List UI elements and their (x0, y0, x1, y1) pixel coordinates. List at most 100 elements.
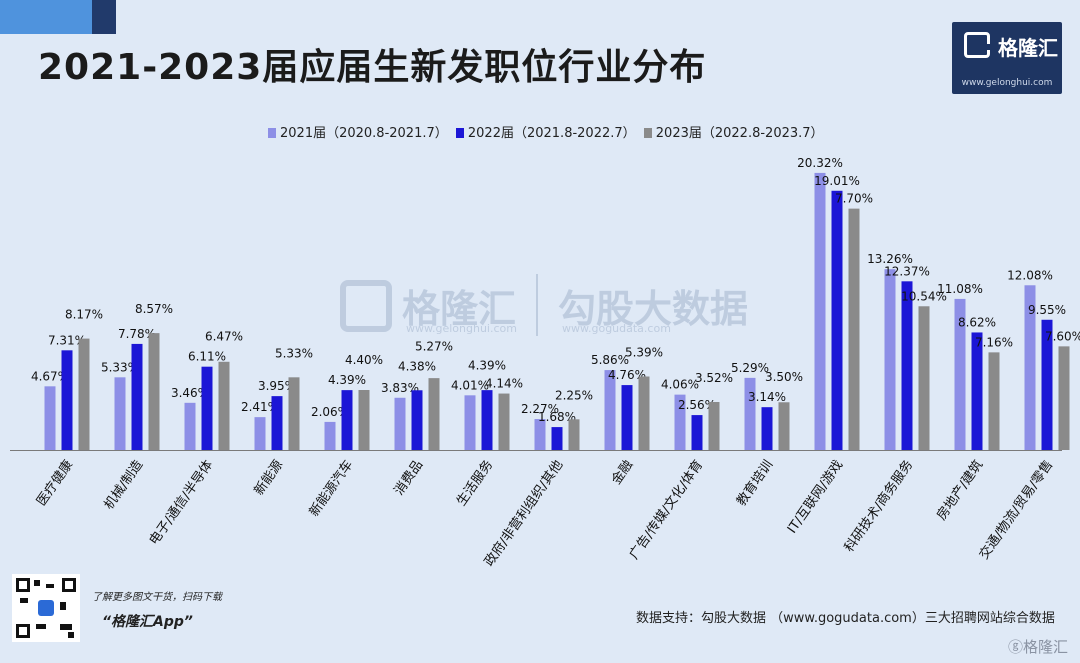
bar-2022-5 (411, 390, 423, 450)
legend-item-2021: 2021届（2020.8-2021.7） (268, 122, 448, 141)
category-label: 新能源 (251, 457, 286, 498)
data-label: 5.86% (591, 353, 629, 367)
data-label: 8.62% (958, 315, 996, 329)
bar-2021-7 (534, 419, 546, 450)
category-label: 金融 (608, 457, 636, 487)
data-label: 3.14% (748, 390, 786, 404)
data-source: 数据支持：勾股大数据 （www.gogudata.com）三大招聘网站综合数据 (636, 611, 1055, 626)
data-label: 5.27% (415, 339, 453, 353)
bar-2022-4 (341, 390, 353, 450)
watermark-url2: www.gogudata.com (562, 322, 671, 335)
data-label: 6.11% (188, 350, 226, 364)
data-label: 6.47% (205, 330, 243, 344)
data-label: 2.27% (521, 402, 559, 416)
watermark-brand2: 勾股大数据 (558, 287, 749, 331)
bar-2022-13 (971, 332, 983, 450)
top-accent-bar (0, 0, 116, 34)
data-label: 7.70% (835, 192, 873, 206)
data-label: 3.95% (258, 379, 296, 393)
data-label: 1.68% (538, 410, 576, 424)
bar-2023-14 (1058, 346, 1070, 450)
bar-2023-1 (148, 333, 160, 450)
bar-2022-2 (201, 366, 213, 450)
g-logo-icon (964, 32, 990, 58)
data-label: 4.01% (451, 378, 489, 392)
data-label: 7.60% (1045, 329, 1080, 343)
category-label: 新能源汽车 (306, 457, 356, 519)
data-label: 12.08% (1007, 268, 1053, 282)
qr-code[interactable] (12, 574, 80, 642)
data-label: 20.32% (797, 156, 843, 170)
bar-2022-9 (691, 415, 703, 450)
category-label: 电子/通信/半导体 (147, 458, 217, 548)
legend-label-2021: 2021届（2020.8-2021.7） (280, 126, 448, 141)
category-label: 生活服务 (453, 457, 496, 509)
bar-2023-9 (708, 402, 720, 450)
bar-2021-11 (814, 172, 826, 450)
logo-name: 格隆汇 (998, 36, 1058, 60)
bar-2022-11 (831, 190, 843, 451)
category-label: 交通/物流/贸易/零售 (976, 457, 1056, 562)
data-label: 11.08% (937, 282, 983, 296)
legend-swatch-2022 (455, 128, 464, 138)
category-label: 广告/传媒/文化/体育 (626, 457, 706, 562)
bar-2023-12 (918, 306, 930, 450)
category-label: 机械/制造 (102, 458, 147, 513)
data-label: 3.83% (381, 381, 419, 395)
watermark-url1: www.gelonghui.com (406, 322, 517, 335)
bar-2021-2 (184, 402, 196, 450)
data-label: 2.41% (241, 400, 279, 414)
legend-label-2023: 2023届（2022.8-2023.7） (655, 126, 824, 141)
data-label: 19.01% (814, 174, 860, 188)
category-label: 科研技术/商务服务 (841, 457, 916, 555)
data-label: 4.39% (328, 373, 366, 387)
promo-app-name: “格隆汇App” (102, 614, 193, 630)
bar-2021-13 (954, 298, 966, 450)
qr-center-logo-icon (38, 600, 54, 616)
data-label: 4.76% (608, 368, 646, 382)
bar-2023-6 (498, 393, 510, 450)
bar-2021-12 (884, 269, 896, 450)
watermark-g-icon (340, 280, 392, 332)
data-label: 7.78% (118, 327, 156, 341)
watermark-divider (536, 274, 538, 336)
data-label: 2.56% (678, 398, 716, 412)
category-label: 政府/非营利组织/其他 (482, 458, 566, 570)
bar-2022-7 (551, 427, 563, 450)
data-label: 8.57% (135, 302, 173, 316)
watermark-brand1: 格隆汇 (402, 287, 517, 331)
bar-2022-14 (1041, 319, 1053, 450)
data-label: 7.31% (48, 333, 86, 347)
watermark: 格隆汇 www.gelonghui.com 勾股大数据 www.gogudata… (340, 272, 760, 342)
bar-2021-3 (254, 417, 266, 450)
bar-2023-3 (288, 377, 300, 450)
category-label: IT/互联网/游戏 (785, 458, 846, 537)
data-label: 10.54% (901, 289, 947, 303)
bar-2023-5 (428, 378, 440, 450)
data-label: 5.33% (275, 346, 313, 360)
category-label: 房地产/建筑 (933, 457, 986, 523)
corner-brand: ⓖ格隆汇 (1008, 638, 1069, 656)
logo-url: www.gelonghui.com (961, 78, 1053, 88)
bar-2022-3 (271, 396, 283, 450)
bar-2022-8 (621, 385, 633, 450)
data-label: 8.17% (65, 308, 103, 322)
bar-2023-2 (218, 361, 230, 450)
bar-2022-6 (481, 390, 493, 450)
data-label: 7.16% (975, 335, 1013, 349)
category-label: 消费品 (392, 458, 427, 499)
bar-2023-0 (78, 338, 90, 450)
bar-2023-11 (848, 208, 860, 450)
bar-2022-12 (901, 281, 913, 450)
legend-item-2023: 2023届（2022.8-2023.7） (643, 122, 824, 141)
data-label: 2.25% (555, 388, 593, 402)
bar-2023-10 (778, 402, 790, 450)
bar-2021-14 (1024, 285, 1036, 450)
legend-swatch-2023 (643, 128, 652, 138)
bar-2021-5 (394, 397, 406, 450)
data-label: 4.40% (345, 353, 383, 367)
bar-2022-1 (131, 343, 143, 450)
data-label: 4.06% (661, 378, 699, 392)
data-label: 4.39% (468, 358, 506, 372)
